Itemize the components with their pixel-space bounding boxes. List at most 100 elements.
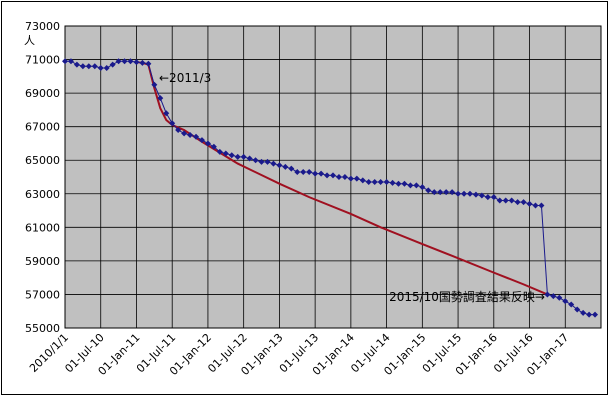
data-point [157, 95, 164, 102]
data-point [556, 294, 563, 301]
data-point [425, 187, 432, 194]
data-point [139, 59, 146, 66]
data-point [67, 58, 74, 65]
data-point [103, 64, 110, 71]
data-point [62, 58, 68, 65]
data-point [395, 180, 402, 187]
data-point [79, 63, 86, 70]
y-tick-label: 73000 [25, 20, 60, 33]
data-point [478, 192, 485, 199]
data-point [526, 200, 533, 207]
data-point [276, 162, 283, 169]
y-axis-ticks: 55000 57000 59000 61000 63000 65000 67000 69000… [25, 20, 60, 335]
trend-line [136, 61, 548, 296]
data-point [85, 63, 92, 70]
data-point [187, 132, 194, 139]
data-point [312, 170, 319, 177]
data-point [466, 190, 473, 197]
y-tick-label: 67000 [25, 121, 60, 134]
data-point [562, 298, 569, 305]
data-point [288, 165, 295, 172]
data-point [544, 291, 551, 298]
data-point [181, 130, 188, 137]
data-point [306, 168, 313, 175]
y-tick-label: 63000 [25, 188, 60, 201]
data-point [449, 189, 456, 196]
y-tick-label: 65000 [25, 154, 60, 167]
data-point [574, 306, 581, 313]
data-point [151, 81, 158, 88]
data-point [335, 174, 342, 180]
annotation-census-2015: 2015/10国勢調査結果反映→ [389, 289, 545, 304]
y-tick-label: 57000 [25, 288, 60, 301]
data-point [127, 58, 134, 65]
data-point [401, 180, 408, 187]
y-axis-label: 人 [24, 34, 35, 47]
data-point [359, 177, 366, 184]
data-point [198, 137, 205, 144]
data-point [514, 199, 521, 206]
data-point [568, 301, 575, 308]
data-point [586, 311, 593, 318]
data-point [294, 168, 301, 175]
data-point [353, 175, 360, 182]
data-point [97, 64, 104, 71]
data-point [216, 148, 223, 155]
data-point [490, 194, 497, 201]
data-point [365, 179, 372, 186]
y-tick-label: 59000 [25, 255, 60, 268]
data-point [222, 150, 229, 157]
data-point [324, 172, 331, 179]
data-point [240, 153, 247, 160]
data-point [461, 190, 468, 197]
annotation-2011-3: ←2011/3 [159, 71, 211, 85]
data-point [246, 155, 253, 162]
data-point [145, 60, 152, 67]
data-point [419, 184, 426, 191]
data-point [347, 175, 354, 182]
data-point [115, 58, 122, 65]
data-point [341, 174, 348, 180]
data-point [496, 197, 503, 204]
data-point [228, 152, 235, 159]
data-point [258, 158, 265, 165]
x-axis-ticks: 2010/1/101-Jul-1001-Jan-1101-Jul-1101-Ja… [27, 331, 571, 378]
data-point [550, 293, 557, 300]
data-point [330, 172, 336, 179]
data-point [175, 127, 182, 134]
data-point [377, 179, 384, 186]
y-tick-label: 55000 [25, 322, 60, 335]
data-point [455, 190, 462, 197]
data-point [282, 163, 289, 170]
data-point [443, 189, 450, 196]
data-point [73, 61, 80, 68]
data-point [532, 202, 539, 209]
data-point [538, 202, 545, 209]
data-point [264, 158, 271, 165]
y-tick-label: 71000 [25, 54, 60, 67]
gridlines [64, 25, 602, 329]
data-point [133, 59, 140, 66]
data-point [169, 120, 176, 127]
data-point [508, 197, 515, 204]
data-point [163, 110, 170, 117]
series-group [62, 58, 599, 318]
data-point [407, 182, 414, 189]
data-point [371, 179, 378, 186]
data-point [437, 189, 444, 196]
data-point [121, 58, 128, 65]
data-point [109, 61, 116, 68]
data-point [592, 311, 599, 318]
data-point [91, 63, 98, 70]
y-tick-label: 69000 [25, 87, 60, 100]
data-point [484, 194, 491, 201]
data-point [431, 189, 438, 196]
data-point [193, 133, 200, 140]
data-point [204, 140, 211, 147]
data-point [520, 199, 527, 206]
y-tick-label: 61000 [25, 221, 60, 234]
data-point [580, 309, 587, 316]
data-point [389, 179, 396, 186]
data-point [318, 170, 325, 177]
